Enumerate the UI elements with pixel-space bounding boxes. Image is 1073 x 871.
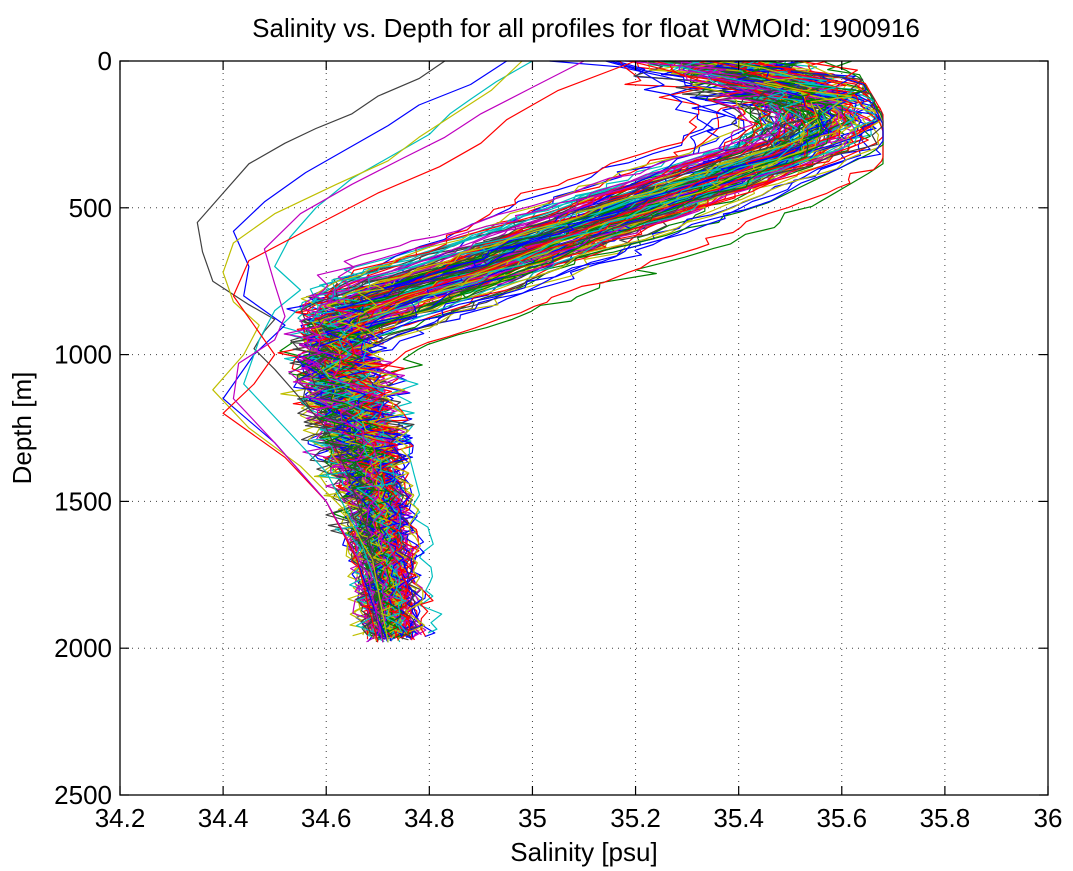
y-tick-label: 1000 bbox=[54, 340, 112, 370]
profile-line bbox=[324, 60, 843, 635]
profile-line bbox=[328, 60, 884, 638]
x-tick-label: 35.8 bbox=[920, 803, 971, 833]
x-tick-label: 34.8 bbox=[404, 803, 455, 833]
x-tick-label: 35.6 bbox=[816, 803, 867, 833]
y-tick-label: 1500 bbox=[54, 486, 112, 516]
x-tick-label: 34.6 bbox=[301, 803, 352, 833]
ticks-layer: 34.2 34.4 34.6 34.8 35 35.2 35.4 35.6 35.8 36 0 500… bbox=[54, 46, 1062, 833]
profile-line bbox=[318, 60, 884, 640]
x-axis-title: Salinity [psu] bbox=[510, 837, 657, 867]
profile-line bbox=[283, 60, 781, 637]
x-tick-label: 35.4 bbox=[713, 803, 764, 833]
profiles-layer bbox=[196, 60, 884, 643]
plot-frame bbox=[119, 60, 1049, 796]
x-tick-label: 36 bbox=[1034, 803, 1063, 833]
x-tick-label: 34.2 bbox=[95, 803, 146, 833]
x-tick-label: 35 bbox=[518, 803, 547, 833]
y-axis-title: Depth [m] bbox=[7, 372, 37, 485]
profile-line bbox=[336, 60, 853, 633]
profile-line bbox=[212, 60, 523, 643]
profile-line bbox=[322, 60, 812, 633]
profile-line bbox=[309, 60, 783, 634]
x-tick-label: 34.4 bbox=[198, 803, 249, 833]
profile-line bbox=[222, 60, 636, 643]
profile-line bbox=[317, 60, 823, 635]
y-tick-label: 2000 bbox=[54, 633, 112, 663]
profile-line bbox=[328, 60, 839, 635]
profile-line bbox=[338, 60, 848, 638]
y-tick-label: 500 bbox=[69, 193, 112, 223]
profile-line bbox=[333, 60, 819, 636]
y-tick-label: 2500 bbox=[54, 780, 112, 810]
x-tick-label: 35.2 bbox=[610, 803, 661, 833]
chart-title: Salinity vs. Depth for all profiles for … bbox=[252, 13, 920, 43]
profile-line bbox=[243, 60, 533, 643]
y-tick-label: 0 bbox=[98, 46, 112, 76]
profile-line bbox=[232, 60, 585, 643]
